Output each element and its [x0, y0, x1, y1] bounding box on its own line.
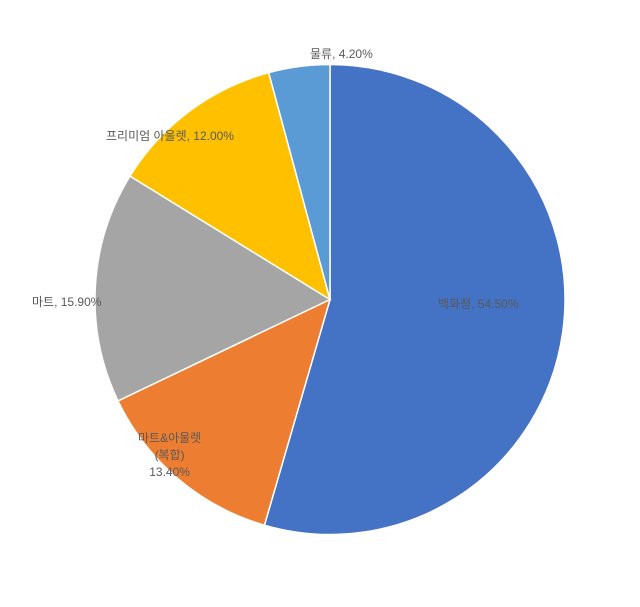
pie-label-마트: 마트, 15.90% — [32, 294, 101, 311]
pie-label-물류: 물류, 4.20% — [310, 46, 373, 63]
pie-label-line2: (복합) — [138, 447, 201, 464]
pie-label-백화점: 백화점, 54.50% — [438, 296, 519, 313]
pie-label-마트&아울렛(복합): 마트&아울렛 (복합)13.40% — [138, 430, 201, 480]
pie-label-line1: 마트&아울렛 — [138, 431, 201, 445]
pie-label-line3: 13.40% — [138, 464, 201, 481]
pie-label-프리미엄 아울렛: 프리미엄 아울렛, 12.00% — [106, 128, 234, 145]
